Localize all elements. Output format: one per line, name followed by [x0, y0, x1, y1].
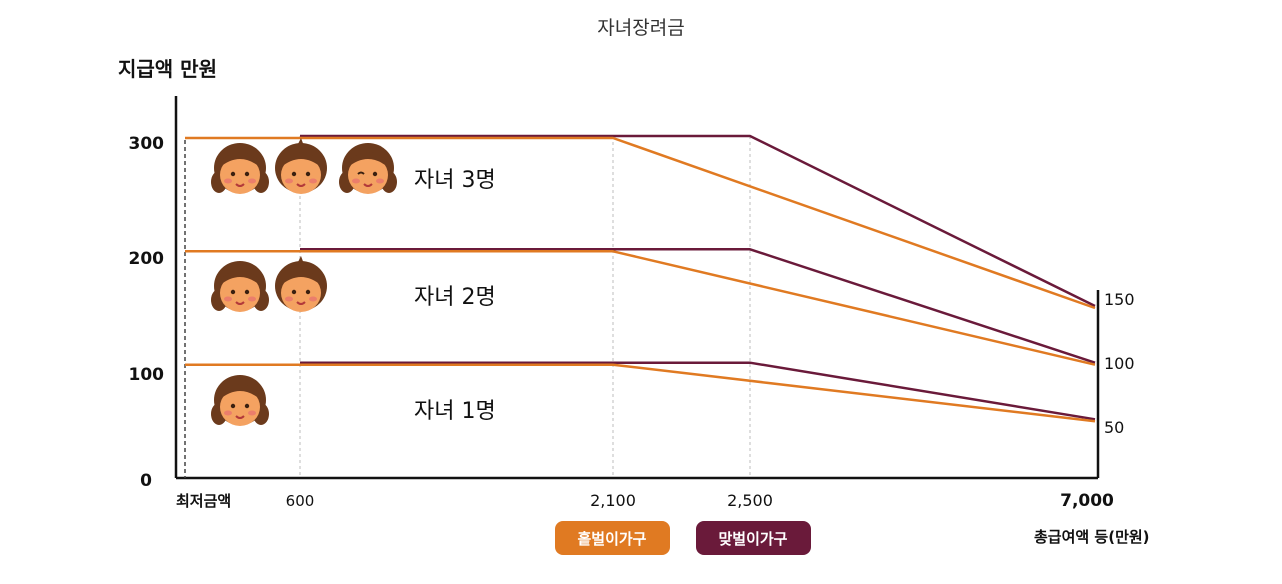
child-face-icon: [275, 138, 327, 194]
right-value-label: 50: [1104, 418, 1124, 437]
child-face-icon: [339, 143, 397, 194]
legend-item-dual[interactable]: 맞벌이가구: [696, 521, 811, 555]
y-tick-label: 0: [140, 471, 152, 491]
series-line-single-1: [185, 363, 1096, 423]
right-value-labels: 150 100 50: [1104, 290, 1135, 437]
group-label-2: 자녀 2명: [414, 285, 496, 310]
group-labels: 자녀 3명 자녀 2명 자녀 1명: [414, 168, 496, 424]
series-line-dual-3: [300, 134, 1096, 308]
right-value-label: 150: [1104, 290, 1135, 309]
legend-swatch-single: [555, 521, 670, 555]
group-label-3: 자녀 3명: [414, 168, 496, 193]
chart-title: 자녀장려금: [597, 17, 684, 39]
legend-item-single[interactable]: 홑벌이가구: [555, 521, 670, 555]
child-face-icon: [211, 143, 269, 194]
series-line-single-2: [185, 250, 1096, 366]
series-lines: [185, 134, 1096, 423]
x-tick-label: 2,100: [590, 491, 636, 510]
child-face-icon: [211, 261, 269, 312]
y-tick-label: 200: [129, 249, 165, 269]
child-icons: [211, 138, 397, 426]
legend-label-single: 홑벌이가구: [577, 530, 646, 548]
series-line-single-3: [185, 136, 1096, 310]
legend-label-dual: 맞벌이가구: [718, 530, 787, 548]
legend: 홑벌이가구 맞벌이가구: [555, 521, 811, 555]
x-ticks: 최저금액 600 2,100 2,500 7,000: [176, 491, 1114, 511]
y-ticks: 0 100 200 300: [129, 134, 165, 491]
x-tick-label: 600: [286, 492, 315, 510]
child-face-icon: [275, 256, 327, 312]
y-tick-label: 300: [129, 134, 165, 154]
series-line-dual-1: [300, 361, 1096, 421]
series-line-dual-2: [300, 248, 1096, 364]
x-axis-label: 총급여액 등(만원): [1034, 528, 1150, 546]
x-tick-label: 7,000: [1060, 491, 1114, 511]
x-min-label: 최저금액: [176, 492, 231, 510]
right-value-label: 100: [1104, 354, 1135, 373]
y-axis-label: 지급액 만원: [118, 57, 217, 81]
x-tick-label: 2,500: [727, 491, 773, 510]
group-label-1: 자녀 1명: [414, 399, 496, 424]
child-face-icon: [211, 375, 269, 426]
legend-swatch-dual: [696, 521, 811, 555]
y-tick-label: 100: [129, 365, 165, 385]
